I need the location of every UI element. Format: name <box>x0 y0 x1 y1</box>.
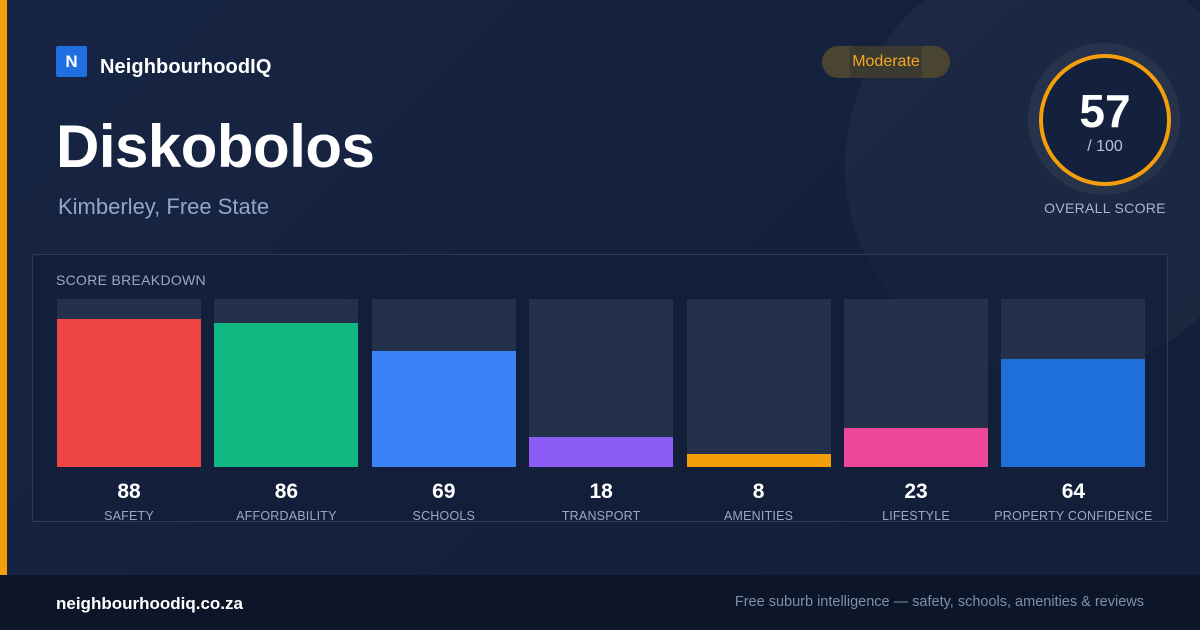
breakdown-bar-chart: 88 SAFETY 86 AFFORDABILITY 69 SCHOOLS 18 TRANSP… <box>33 255 1169 523</box>
bar-category-label: SAFETY <box>104 509 154 523</box>
bar-value-label: 88 <box>117 480 141 503</box>
logo-icon: N <box>56 46 87 77</box>
score-breakdown-panel: SCORE BREAKDOWN 88 SAFETY 86 AFFORDABILITY 6… <box>32 254 1169 523</box>
bar-value-label: 8 <box>752 480 765 503</box>
bar-lifestyle <box>844 428 988 467</box>
score-card: N NeighbourhoodIQ Diskobolos Kimberley, … <box>0 0 1200 575</box>
footer-tagline: Free suburb intelligence — safety, schoo… <box>734 594 1144 610</box>
bar-track <box>371 299 516 467</box>
bar-property-confidence <box>1001 359 1146 467</box>
overall-score-ring: 57 / 100 <box>1028 43 1180 195</box>
overall-score-label: OVERALL SCORE <box>1044 200 1166 216</box>
bar-value-label: 18 <box>589 480 613 503</box>
bar-category-label: AFFORDABILITY <box>236 509 337 523</box>
bar-track <box>214 299 359 467</box>
bar-category-label: SCHOOLS <box>412 509 476 523</box>
rating-badge: Moderate <box>822 46 950 78</box>
footer: neighbourhoodiq.co.za Free suburb intell… <box>0 575 1200 630</box>
bar-value-label: 86 <box>274 480 299 503</box>
rating-badge-label: Moderate <box>852 53 920 70</box>
accent-bar <box>0 0 7 575</box>
overall-score-value: 57 <box>1079 85 1131 137</box>
bar-track <box>844 299 988 467</box>
bar-track <box>57 299 201 467</box>
bar-value-label: 69 <box>432 480 456 503</box>
bar-value-label: 23 <box>904 480 928 503</box>
bar-category-label: LIFESTYLE <box>882 509 950 523</box>
bar-track <box>1001 299 1146 467</box>
suburb-title: Diskobolos <box>56 113 375 180</box>
overall-score-max: / 100 <box>1087 138 1123 155</box>
bar-category-label: TRANSPORT <box>561 509 641 523</box>
bar-transport <box>529 436 674 467</box>
breakdown-title: SCORE BREAKDOWN <box>56 272 206 288</box>
bar-schools <box>371 351 516 467</box>
bar-value-label: 64 <box>1061 480 1086 503</box>
bar-affordability <box>214 322 359 467</box>
bar-amenities <box>686 453 831 467</box>
bar-safety <box>57 319 201 467</box>
suburb-location: Kimberley, Free State <box>58 194 270 219</box>
brand-name: NeighbourhoodIQ <box>100 56 272 78</box>
bar-category-label: AMENITIES <box>724 509 794 523</box>
bar-track <box>686 299 831 467</box>
score-ring-circle: 57 / 100 <box>1039 54 1171 186</box>
bar-track <box>529 299 674 467</box>
footer-url: neighbourhoodiq.co.za <box>56 594 243 613</box>
bar-category-label: PROPERTY CONFIDENCE <box>994 509 1153 523</box>
logo-letter: N <box>65 51 78 71</box>
